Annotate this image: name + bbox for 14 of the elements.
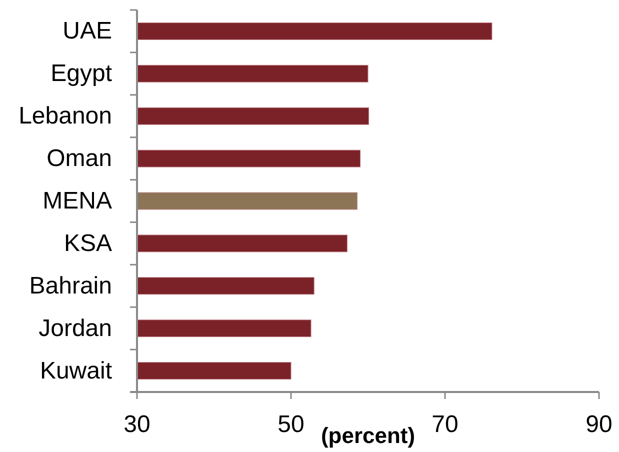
x-axis-title: (percent) [320, 423, 416, 448]
y-tick-label: MENA [42, 188, 112, 214]
y-tick-label: Jordan [38, 314, 112, 342]
y-tick-label: Kuwait [40, 357, 112, 384]
x-tick-label: 70 [432, 411, 458, 438]
y-tick-label: Lebanon [18, 102, 112, 130]
x-tick-label: 50 [278, 411, 304, 438]
y-tick-label: Bahrain [29, 272, 112, 300]
y-tick-label: UAE [62, 18, 112, 45]
y-tick-label: KSA [64, 230, 112, 257]
x-tick-label: 90 [586, 411, 612, 438]
y-tick-label: Egypt [50, 60, 112, 88]
y-tick-label: Oman [46, 145, 112, 172]
x-tick-label: 30 [124, 411, 150, 438]
